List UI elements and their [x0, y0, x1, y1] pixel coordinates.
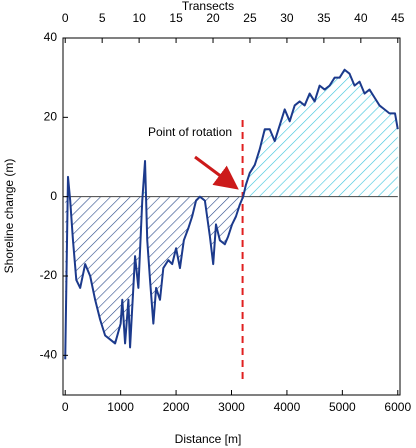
y-axis-title: Shoreline change (m)	[2, 159, 16, 274]
y-tick-label: 0	[50, 189, 57, 203]
x2-tick-label: 25	[243, 11, 257, 25]
x-tick-label: 6000	[384, 400, 411, 414]
x2-axis-title: Transects	[182, 0, 234, 13]
area-below	[65, 196, 398, 360]
annotation-arrow	[194, 155, 239, 190]
x2-tick-label: 35	[317, 11, 331, 25]
x2-tick-label: 20	[206, 11, 220, 25]
y-tick-label: 40	[44, 30, 58, 44]
line	[64, 68, 399, 360]
x2-tick-label: 10	[132, 11, 146, 25]
x-tick-label: 4000	[274, 400, 301, 414]
x-tick-label: 1000	[107, 400, 134, 414]
x2-tick-label: 15	[169, 11, 183, 25]
x2-tick-label: 45	[391, 11, 405, 25]
x-axis-title: Distance [m]	[175, 432, 242, 446]
x2-tick-label: 0	[62, 11, 69, 25]
y-tick-label: -40	[40, 348, 58, 362]
x-tick-label: 2000	[163, 400, 190, 414]
annotation: Point of rotation	[148, 125, 232, 139]
x2-tick-label: 40	[354, 11, 368, 25]
x-tick-label: 0	[62, 400, 69, 414]
x-tick-label: 3000	[218, 400, 245, 414]
x-tick-label: 5000	[329, 400, 356, 414]
x2-tick-label: 5	[99, 11, 106, 25]
y-tick-label: 20	[44, 110, 58, 124]
x2-tick-label: 30	[280, 11, 294, 25]
y-tick-label: -20	[40, 268, 58, 282]
